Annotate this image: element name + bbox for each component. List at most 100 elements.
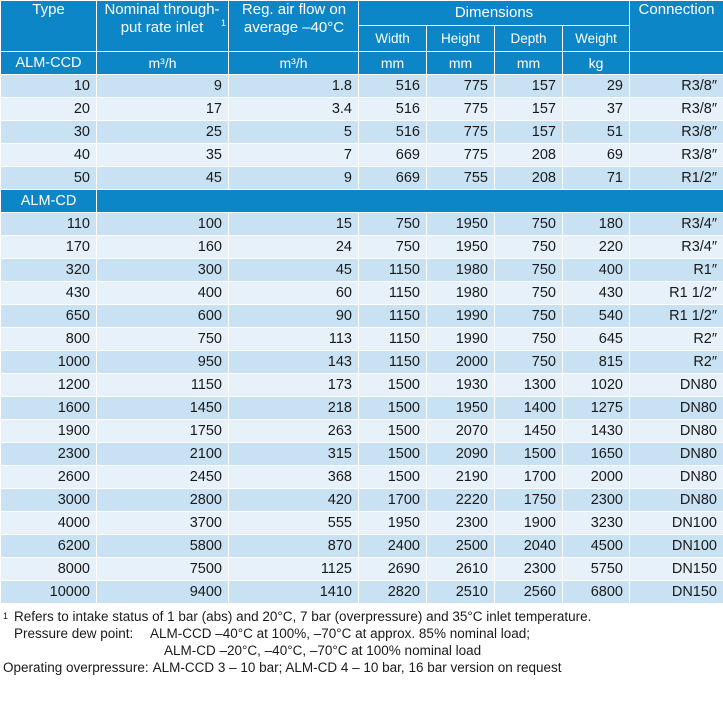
cell-connection: R3/8″: [629, 120, 723, 144]
cell-width: 750: [358, 235, 427, 259]
cell-type: 1000: [0, 350, 97, 374]
cell-connection: R3/8″: [629, 143, 723, 167]
cell-nominal: 17: [96, 97, 229, 121]
cell-depth: 750: [494, 281, 563, 305]
cell-nominal: 2450: [96, 465, 229, 489]
cell-depth: 2300: [494, 557, 563, 581]
cell-airflow: 24: [228, 235, 359, 259]
cell-airflow: 870: [228, 534, 359, 558]
table-row: 1200 1150 173 1500 1930 1300 1020 DN80: [0, 373, 723, 397]
table-row: 30 25 5 516 775 157 51 R3/8″: [0, 120, 723, 144]
table-row: 40 35 7 669 775 208 69 R3/8″: [0, 143, 723, 167]
cell-depth: 157: [494, 74, 563, 98]
overpressure-text: ALM-CCD 3 – 10 bar; ALM-CD 4 – 10 bar, 1…: [152, 660, 562, 675]
cell-connection: R1/2″: [629, 166, 723, 190]
unit-connection: [629, 51, 723, 75]
cell-airflow: 7: [228, 143, 359, 167]
header-airflow-label: Reg. air flow on average –40°C: [241, 1, 347, 37]
cell-height: 775: [426, 74, 495, 98]
cell-connection: R2″: [629, 327, 723, 351]
cell-depth: 1700: [494, 465, 563, 489]
cell-connection: R3/4″: [629, 235, 723, 259]
cell-depth: 750: [494, 235, 563, 259]
table-row: 650 600 90 1150 1990 750 540 R1 1/2″: [0, 304, 723, 328]
cell-width: 1700: [358, 488, 427, 512]
cell-weight: 1275: [562, 396, 630, 420]
header-width: Width: [358, 25, 427, 52]
cell-airflow: 555: [228, 511, 359, 535]
cell-weight: 69: [562, 143, 630, 167]
unit-nominal: m³/h: [96, 51, 229, 75]
cell-nominal: 600: [96, 304, 229, 328]
table-row: 3000 2800 420 1700 2220 1750 2300 DN80: [0, 488, 723, 512]
cell-connection: DN100: [629, 534, 723, 558]
header-dimensions: Dimensions: [358, 0, 630, 26]
cell-type: 430: [0, 281, 97, 305]
footnote-1: 1 Refers to intake status of 1 bar (abs)…: [0, 608, 723, 625]
cell-width: 1500: [358, 396, 427, 420]
cell-nominal: 160: [96, 235, 229, 259]
cell-connection: R3/8″: [629, 97, 723, 121]
cell-depth: 157: [494, 120, 563, 144]
cell-nominal: 2800: [96, 488, 229, 512]
cell-nominal: 300: [96, 258, 229, 282]
cell-height: 1990: [426, 327, 495, 351]
group-header-row: ALM-CCD m³/h m³/h mm mm mm kg: [0, 51, 723, 75]
cell-type: 1600: [0, 396, 97, 420]
cell-height: 2220: [426, 488, 495, 512]
table-body: ALM-CCD m³/h m³/h mm mm mm kg 10 9 1.8 516 775 157 29…: [0, 51, 723, 604]
cell-height: 2510: [426, 580, 495, 604]
cell-type: 800: [0, 327, 97, 351]
cell-width: 1150: [358, 258, 427, 282]
cell-depth: 1450: [494, 419, 563, 443]
cell-depth: 750: [494, 304, 563, 328]
cell-airflow: 218: [228, 396, 359, 420]
specification-table: Type Nominal through-put rate inlet 1 Reg…: [0, 0, 723, 604]
cell-connection: DN100: [629, 511, 723, 535]
cell-type: 650: [0, 304, 97, 328]
table-row: 110 100 15 750 1950 750 180 R3/4″: [0, 212, 723, 236]
dewpoint-note: Pressure dew point: ALM-CCD –40°C at 100…: [0, 625, 723, 642]
unit-airflow: m³/h: [228, 51, 359, 75]
cell-connection: R1″: [629, 258, 723, 282]
cell-depth: 208: [494, 166, 563, 190]
dewpoint-label: Pressure dew point:: [14, 626, 134, 641]
cell-connection: DN80: [629, 442, 723, 466]
cell-weight: 71: [562, 166, 630, 190]
footnotes: 1 Refers to intake status of 1 bar (abs)…: [0, 604, 723, 676]
cell-type: 2600: [0, 465, 97, 489]
table-row: 8000 7500 1125 2690 2610 2300 5750 DN150: [0, 557, 723, 581]
cell-type: 8000: [0, 557, 97, 581]
cell-width: 1500: [358, 419, 427, 443]
spec-sheet: Type Nominal through-put rate inlet 1 Reg…: [0, 0, 723, 676]
cell-airflow: 45: [228, 258, 359, 282]
cell-nominal: 35: [96, 143, 229, 167]
cell-depth: 1400: [494, 396, 563, 420]
cell-nominal: 9400: [96, 580, 229, 604]
cell-nominal: 5800: [96, 534, 229, 558]
cell-airflow: 113: [228, 327, 359, 351]
cell-type: 2300: [0, 442, 97, 466]
cell-depth: 1750: [494, 488, 563, 512]
group-header-fill: [96, 189, 723, 213]
table-row: 170 160 24 750 1950 750 220 R3/4″: [0, 235, 723, 259]
cell-airflow: 1410: [228, 580, 359, 604]
table-row: 800 750 113 1150 1990 750 645 R2″: [0, 327, 723, 351]
table-row: 6200 5800 870 2400 2500 2040 4500 DN100: [0, 534, 723, 558]
cell-weight: 3230: [562, 511, 630, 535]
cell-width: 1500: [358, 373, 427, 397]
cell-depth: 750: [494, 258, 563, 282]
cell-connection: R1 1/2″: [629, 281, 723, 305]
table-row: 10 9 1.8 516 775 157 29 R3/8″: [0, 74, 723, 98]
footnote-text: Refers to intake status of 1 bar (abs) a…: [14, 609, 592, 624]
cell-nominal: 25: [96, 120, 229, 144]
cell-nominal: 400: [96, 281, 229, 305]
cell-airflow: 1.8: [228, 74, 359, 98]
cell-airflow: 420: [228, 488, 359, 512]
cell-height: 775: [426, 120, 495, 144]
cell-airflow: 1125: [228, 557, 359, 581]
header-airflow: Reg. air flow on average –40°C: [228, 0, 359, 52]
cell-height: 2300: [426, 511, 495, 535]
table-row: 10000 9400 1410 2820 2510 2560 6800 DN150: [0, 580, 723, 604]
cell-type: 1900: [0, 419, 97, 443]
